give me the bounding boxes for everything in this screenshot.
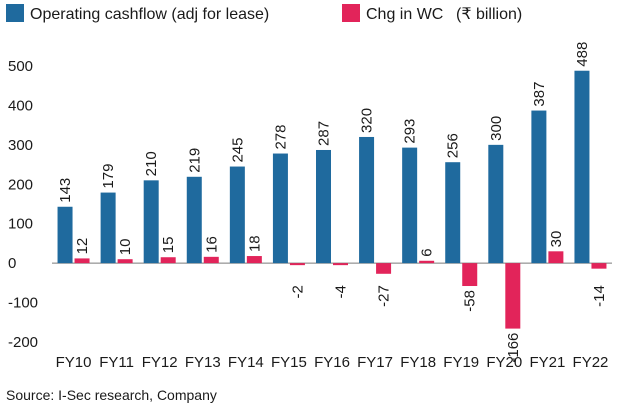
y-tick-label: 400: [8, 97, 33, 114]
bar-operating-cashflow: [316, 149, 331, 264]
data-label-operating-cashflow: 278: [272, 125, 289, 150]
bar-chg-in-wc: [505, 263, 521, 329]
y-tick-label: 300: [8, 137, 33, 154]
bar-operating-cashflow: [186, 176, 202, 264]
data-label-chg-in-wc: 18: [246, 235, 263, 252]
bar-chg-in-wc: [160, 257, 176, 264]
y-tick-label: -200: [8, 334, 38, 351]
x-category-label: FY11: [99, 354, 134, 371]
bar-operating-cashflow: [445, 162, 461, 264]
bar-operating-cashflow: [57, 206, 73, 264]
data-label-chg-in-wc: -2: [289, 285, 306, 298]
bar-chg-in-wc: [333, 263, 348, 266]
x-category-label: FY10: [56, 354, 92, 371]
bar-chg-in-wc: [548, 251, 564, 264]
bar-chg-in-wc: [246, 256, 262, 264]
data-label-chg-in-wc: -4: [333, 285, 350, 298]
bar-operating-cashflow: [402, 147, 418, 264]
legend: Operating cashflow (adj for lease) Chg i…: [6, 4, 522, 23]
data-label-operating-cashflow: 245: [229, 138, 246, 163]
y-axis-ticks: 500 400 300 200 100 0 -100 -200: [8, 58, 38, 351]
data-label-operating-cashflow: 210: [143, 151, 160, 176]
x-category-label: FY22: [573, 354, 609, 371]
bar-operating-cashflow: [272, 153, 288, 264]
x-category-label: FY13: [185, 354, 221, 371]
data-label-operating-cashflow: 143: [57, 178, 74, 203]
bar-chg-in-wc: [591, 263, 607, 269]
x-category-label: FY18: [400, 354, 436, 371]
x-category-label: FY21: [529, 354, 565, 371]
data-label-operating-cashflow: 219: [186, 148, 203, 173]
data-label-operating-cashflow: 488: [574, 42, 591, 67]
bar-operating-cashflow: [488, 144, 504, 264]
x-category-label: FY17: [357, 354, 393, 371]
x-category-label: FY20: [486, 354, 522, 371]
x-category-label: FY19: [443, 354, 479, 371]
data-label-chg-in-wc: -166: [505, 333, 522, 363]
bar-chg-in-wc: [462, 263, 478, 287]
data-label-operating-cashflow: 300: [488, 116, 505, 141]
legend-swatch-operating-cashflow: [6, 4, 24, 22]
x-category-label: FY16: [314, 354, 350, 371]
data-label-chg-in-wc: 16: [203, 236, 220, 253]
bar-chg-in-wc: [376, 263, 392, 274]
y-tick-label: -100: [8, 295, 38, 312]
legend-label-chg-in-wc: Chg in WC: [366, 6, 443, 23]
bar-operating-cashflow: [359, 136, 375, 264]
data-label-operating-cashflow: 179: [100, 164, 117, 189]
data-label-chg-in-wc: -58: [462, 290, 479, 312]
legend-unit-label: (₹ billion): [456, 6, 522, 23]
y-tick-label: 500: [8, 58, 33, 75]
bar-chg-in-wc: [419, 260, 435, 264]
bar-operating-cashflow: [143, 180, 159, 264]
data-label-chg-in-wc: 10: [117, 239, 134, 256]
data-label-operating-cashflow: 287: [316, 121, 333, 146]
x-category-label: FY15: [271, 354, 307, 371]
data-label-chg-in-wc: 30: [548, 231, 565, 248]
bars: [57, 70, 607, 329]
data-label-operating-cashflow: 320: [359, 108, 376, 133]
legend-swatch-chg-in-wc: [342, 4, 360, 22]
data-label-chg-in-wc: 15: [160, 237, 177, 254]
data-label-operating-cashflow: 293: [402, 119, 419, 144]
data-label-chg-in-wc: 6: [419, 248, 436, 256]
x-axis-categories: FY10 FY11 FY12 FY13 FY14 FY15 FY16 FY17 FY18 FY19…: [56, 354, 609, 371]
data-label-chg-in-wc: 12: [74, 238, 91, 255]
data-labels: 143 12 179 10 210 15 219 16 245 18 278 -2 287 -4 320 -2…: [57, 42, 608, 363]
source-note: Source: I-Sec research, Company: [6, 387, 217, 403]
y-tick-label: 0: [8, 255, 16, 272]
y-tick-label: 100: [8, 216, 33, 233]
data-label-operating-cashflow: 387: [531, 82, 548, 107]
bar-operating-cashflow: [531, 110, 547, 264]
data-label-chg-in-wc: -27: [376, 285, 393, 307]
y-tick-label: 200: [8, 176, 33, 193]
x-category-label: FY12: [142, 354, 178, 371]
legend-label-operating-cashflow: Operating cashflow (adj for lease): [30, 6, 269, 23]
x-category-label: FY14: [228, 354, 264, 371]
data-label-operating-cashflow: 256: [445, 133, 462, 158]
bar-operating-cashflow: [229, 166, 245, 264]
bar-chg-in-wc: [74, 258, 90, 264]
bar-chg-in-wc: [289, 263, 305, 266]
data-label-chg-in-wc: -14: [591, 285, 608, 307]
bar-operating-cashflow: [574, 70, 590, 264]
bar-chg-in-wc: [203, 256, 219, 264]
bar-chg-in-wc: [117, 259, 133, 264]
bar-operating-cashflow: [100, 192, 116, 264]
